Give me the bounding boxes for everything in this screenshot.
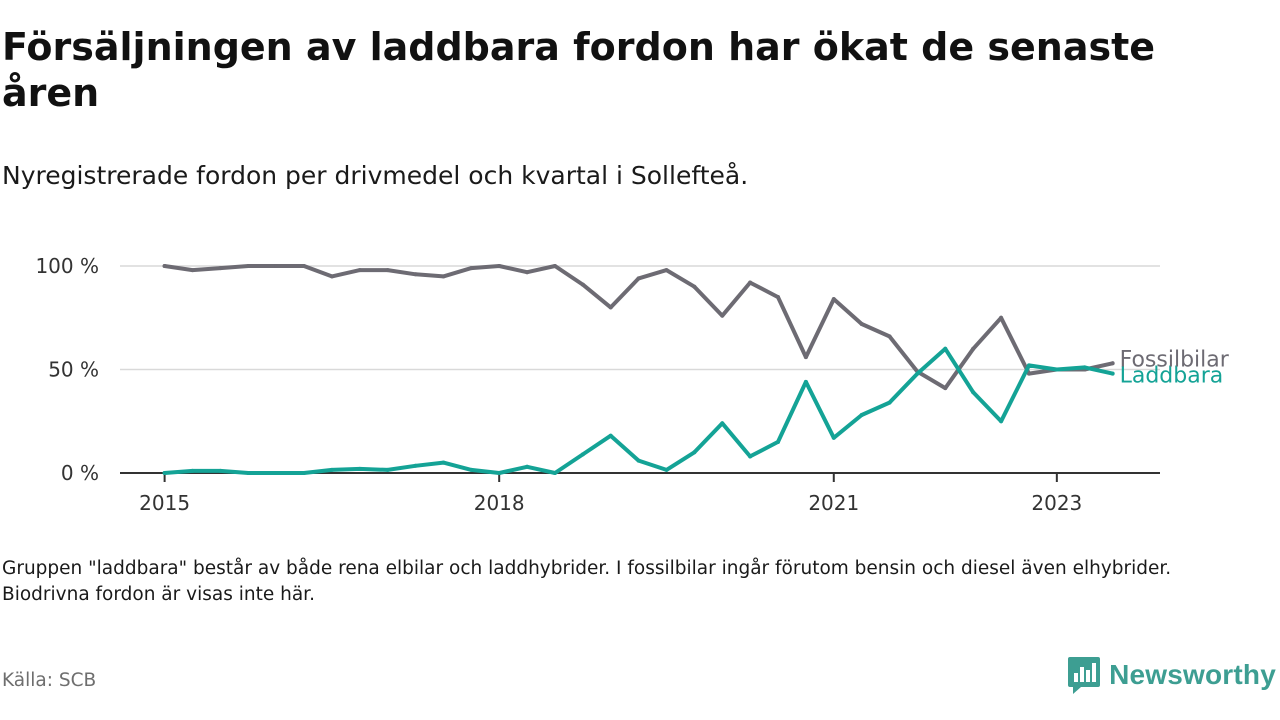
data-point-fossilbilar (357, 268, 362, 273)
data-point-laddbara (608, 433, 613, 438)
grid-layer (120, 265, 1160, 371)
data-point-laddbara (162, 471, 167, 475)
data-point-laddbara (664, 467, 669, 472)
data-point-laddbara (915, 371, 920, 376)
data-point-laddbara (413, 463, 418, 468)
y-tick-label: 50 % (48, 358, 99, 382)
data-point-laddbara (971, 390, 976, 395)
data-point-laddbara (302, 471, 307, 475)
data-point-fossilbilar (302, 264, 307, 268)
data-point-fossilbilar (580, 282, 585, 287)
data-point-laddbara (803, 379, 808, 384)
brand-logo[interactable]: Newsworthy (1067, 655, 1276, 695)
data-point-laddbara (357, 466, 362, 471)
newsworthy-logo-icon (1068, 657, 1101, 694)
data-point-laddbara (831, 435, 836, 440)
data-point-laddbara (246, 471, 251, 475)
y-tick-label: 100 % (35, 254, 99, 278)
data-point-laddbara (943, 346, 948, 351)
data-point-fossilbilar (162, 264, 167, 268)
data-point-fossilbilar (636, 276, 641, 281)
series-line-laddbara (162, 346, 1115, 475)
data-point-laddbara (776, 439, 781, 444)
data-point-laddbara (636, 458, 641, 463)
data-point-fossilbilar (552, 264, 557, 268)
data-point-laddbara (1082, 365, 1087, 370)
data-point-fossilbilar (971, 346, 976, 351)
footnote: Gruppen "laddbara" består av både rena e… (2, 558, 1172, 605)
data-point-laddbara (999, 419, 1004, 424)
data-point-fossilbilar (246, 264, 251, 268)
data-point-fossilbilar (525, 270, 530, 275)
data-point-fossilbilar (329, 274, 334, 279)
data-point-fossilbilar (190, 268, 195, 273)
data-point-laddbara (1054, 367, 1059, 372)
data-point-fossilbilar (664, 268, 669, 273)
chart-title: Försäljningen av laddbara fordon har öka… (2, 25, 1156, 115)
data-point-laddbara (218, 468, 223, 473)
line-chart: 0 % 50 % 100 % 2015 2018 2021 2023 LaddbaraFos… (35, 254, 1230, 515)
data-point-fossilbilar (1110, 361, 1115, 366)
data-point-laddbara (748, 454, 753, 459)
data-point-fossilbilar (274, 264, 279, 268)
series-layer (162, 264, 1115, 475)
data-point-fossilbilar (831, 297, 836, 302)
data-point-fossilbilar (385, 268, 390, 273)
data-point-fossilbilar (859, 321, 864, 326)
data-point-laddbara (859, 413, 864, 418)
data-point-laddbara (720, 421, 725, 426)
data-point-laddbara (274, 471, 279, 475)
chart-subtitle: Nyregistrerade fordon per drivmedel och … (2, 161, 749, 190)
data-point-laddbara (469, 467, 474, 472)
data-point-laddbara (887, 400, 892, 405)
data-point-laddbara (552, 471, 557, 475)
data-point-fossilbilar (1026, 371, 1031, 376)
data-point-laddbara (329, 467, 334, 472)
data-point-fossilbilar (776, 295, 781, 300)
x-tick-label: 2018 (474, 491, 525, 515)
data-point-fossilbilar (748, 280, 753, 285)
data-point-fossilbilar (692, 284, 697, 289)
brand-name: Newsworthy (1109, 659, 1276, 690)
data-point-fossilbilar (441, 274, 446, 279)
data-point-laddbara (1026, 363, 1031, 368)
data-point-laddbara (497, 471, 502, 475)
data-point-fossilbilar (887, 334, 892, 339)
data-point-laddbara (580, 452, 585, 457)
data-point-laddbara (190, 468, 195, 473)
series-end-label-laddbara: Laddbara (1120, 364, 1224, 389)
x-tick-label: 2015 (139, 491, 190, 515)
data-point-fossilbilar (469, 266, 474, 271)
axis-layer: 0 % 50 % 100 % 2015 2018 2021 2023 (35, 254, 1160, 515)
data-point-laddbara (1110, 371, 1115, 376)
data-point-fossilbilar (608, 305, 613, 310)
source-label: Källa: SCB (2, 670, 97, 691)
data-point-laddbara (385, 467, 390, 472)
data-point-fossilbilar (497, 264, 502, 268)
data-point-laddbara (525, 464, 530, 469)
data-point-laddbara (441, 460, 446, 465)
data-point-fossilbilar (413, 272, 418, 277)
data-point-fossilbilar (803, 355, 808, 360)
x-tick-label: 2023 (1031, 491, 1082, 515)
data-point-fossilbilar (720, 313, 725, 318)
data-point-laddbara (692, 450, 697, 455)
series-end-label-fossilbilar: Fossilbilar (1120, 347, 1230, 372)
y-tick-label: 0 % (61, 461, 99, 485)
data-point-fossilbilar (943, 386, 948, 391)
data-point-fossilbilar (218, 266, 223, 271)
x-tick-label: 2021 (808, 491, 859, 515)
data-point-fossilbilar (999, 315, 1004, 320)
